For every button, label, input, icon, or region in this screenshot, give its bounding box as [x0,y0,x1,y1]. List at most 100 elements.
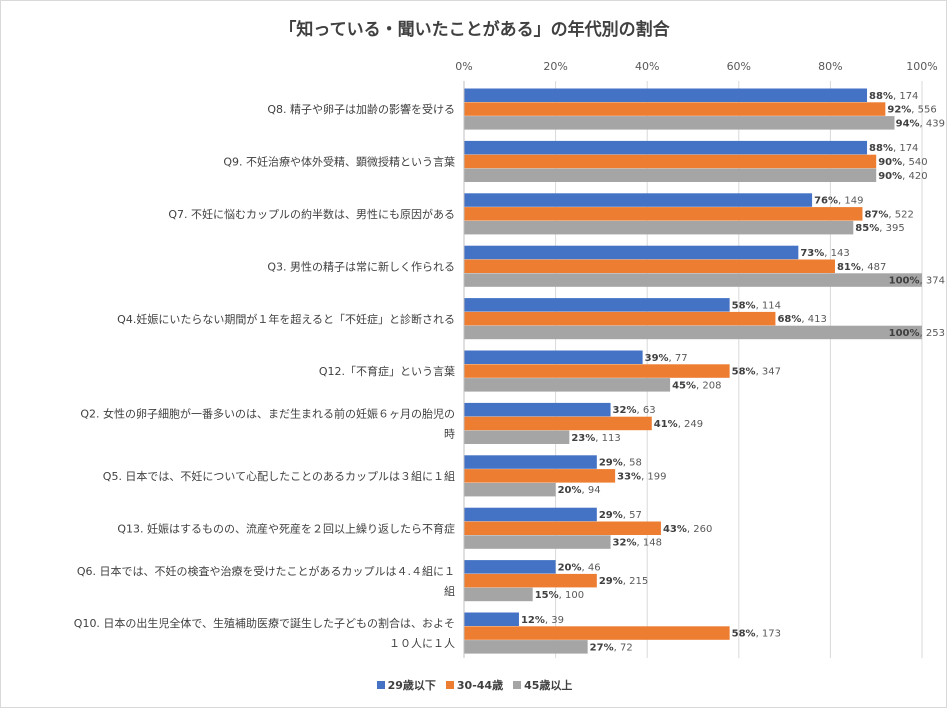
data-label-count: , 174 [893,91,918,102]
data-label-count: , 413 [801,314,826,325]
bar [464,507,597,522]
category-label: １０人に１人 [389,637,455,650]
legend-label: 30-44歳 [456,679,504,692]
data-label: 27%, 72 [590,642,633,653]
bar [464,220,854,235]
data-label-count: , 100 [559,590,584,601]
data-label: 12%, 39 [521,615,564,626]
data-label: 90%, 420 [878,171,927,182]
data-label-percent: 20% [558,485,582,496]
data-label: 15%, 100 [535,590,584,601]
category-label: Q13. 妊娠はするものの、流産や死産を２回以上繰り返したら不育症 [117,521,455,535]
data-label-percent: 27% [590,642,614,653]
category-label: Q10. 日本の出生児全体で、生殖補助医療で誕生した子どもの割合は、およそ [74,616,455,630]
data-label-count: , 114 [756,300,781,311]
data-label: 85%, 395 [855,223,904,234]
data-label-percent: 58% [732,629,756,640]
data-label: 41%, 249 [654,419,703,430]
bar [464,298,730,312]
bar [464,102,886,116]
legend-item: 30-44歳 [445,677,504,693]
data-label-count: , 374 [920,276,945,287]
chart-title: 「知っている・聞いたことがある」の年代別の割合 [279,20,670,40]
data-label-percent: 88% [869,91,893,102]
bar [464,587,533,602]
data-label: 58%, 114 [732,300,781,311]
category-label: Q2. 女性の卵子細胞が一番多いのは、まだ生まれる前の妊娠６ヶ月の胎児の [80,407,455,421]
x-tick-label: 20% [543,60,567,73]
data-label: 29%, 58 [599,458,642,469]
bar [464,259,835,273]
x-tick-label: 0% [455,60,472,73]
data-label-percent: 29% [599,458,623,469]
category-label: Q8. 精子や卵子は加齢の影響を受ける [267,102,455,116]
bar [464,154,877,169]
data-label-percent: 76% [814,196,838,207]
bar [464,455,597,469]
data-label: 88%, 174 [869,143,918,154]
bar [464,88,868,102]
bar [464,245,799,260]
data-label-percent: 68% [777,314,801,325]
data-label: 100%, 253 [889,328,945,339]
legend-item: 45歳以上 [513,677,572,693]
data-label-percent: 29% [599,510,623,521]
legend-label: 45歳以上 [524,679,573,692]
data-label: 92%, 556 [887,105,936,116]
bar [464,521,661,535]
data-label-count: , 439 [920,118,945,129]
data-label-count: , 215 [623,576,648,587]
data-label-percent: 58% [732,300,756,311]
category-label: Q3. 男性の精子は常に新しく作られる [267,259,455,273]
bar [464,311,776,326]
category-label: 時 [444,428,455,441]
category-label: Q9. 不妊治療や体外受精、顕微授精という言葉 [223,155,455,169]
data-label-count: , 260 [687,524,712,535]
data-label: 20%, 46 [558,562,601,573]
data-label-percent: 41% [654,419,678,430]
data-label-percent: 87% [864,209,888,220]
data-label-percent: 92% [887,105,911,116]
data-label: 73%, 143 [800,248,849,259]
bar [464,469,616,483]
data-label-count: , 199 [641,471,666,482]
data-label-percent: 45% [672,380,696,391]
legend-swatch [445,681,454,689]
data-label-percent: 15% [535,590,559,601]
data-label-percent: 58% [732,367,756,378]
bar [464,535,611,549]
data-label-percent: 90% [878,157,902,168]
x-tick-label: 60% [727,60,751,73]
bar [464,140,868,155]
data-label-percent: 23% [571,433,595,444]
bar [464,416,652,431]
data-label: 32%, 148 [613,538,662,549]
x-tick-label: 40% [635,60,659,73]
bar [464,482,556,497]
data-label-count: , 249 [678,419,703,430]
data-label-count: , 57 [623,510,642,521]
bar [464,402,611,417]
bar [464,325,922,340]
category-label: Q4.妊娠にいたらない期間が１年を超えると「不妊症」と診断される [117,312,455,326]
bar [464,116,895,130]
legend-swatch [513,681,522,689]
data-label: 20%, 94 [558,485,601,496]
category-label: Q6. 日本では、不妊の検査や治療を受けたことがあるカップルは４.４組に１ [77,564,455,578]
data-label: 58%, 173 [732,629,781,640]
data-label-count: , 148 [636,538,661,549]
category-label: 組 [444,585,455,598]
data-label-count: , 72 [614,642,633,653]
chart-legend: 29歳以下 30-44歳 45歳以上 [1,677,947,693]
data-label-percent: 85% [855,223,879,234]
data-label-percent: 33% [617,471,641,482]
data-label-count: , 63 [636,405,655,416]
data-label-percent: 20% [558,562,582,573]
data-label-percent: 100% [889,276,920,287]
data-label-count: , 46 [582,562,601,573]
data-label-count: , 522 [888,209,913,220]
bar [464,273,922,287]
data-label-percent: 32% [613,538,637,549]
data-label: 76%, 149 [814,196,863,207]
